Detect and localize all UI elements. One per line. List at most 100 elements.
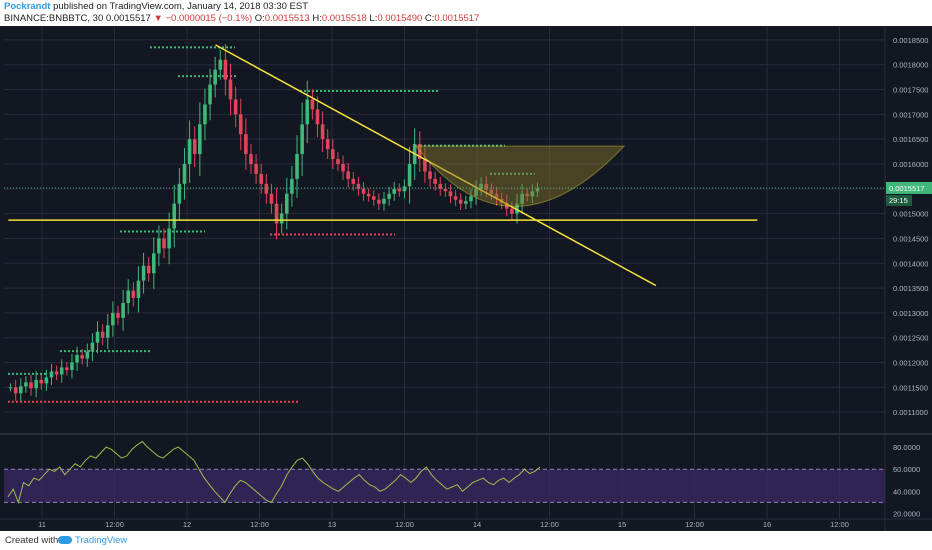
candle-body xyxy=(331,149,335,160)
candle-body xyxy=(116,312,120,318)
candle-body xyxy=(65,367,69,370)
price-tick-label: 0.0011000 xyxy=(893,408,928,417)
candle-body xyxy=(233,99,238,115)
candle-body xyxy=(13,387,18,394)
candle-body xyxy=(223,59,228,80)
price-tick-label: 0.0017500 xyxy=(893,86,928,95)
candle-body xyxy=(90,342,95,352)
candle-body xyxy=(402,186,407,192)
high-value: 0.0015518 xyxy=(321,13,367,24)
candle-body xyxy=(192,139,197,155)
candle-body xyxy=(187,139,192,164)
candle-body xyxy=(397,188,402,192)
footer: Created with TradingView xyxy=(0,531,932,550)
rsi-tick-label: 80.0000 xyxy=(893,443,920,452)
candle-body xyxy=(387,193,391,199)
price-tick-label: 0.0015000 xyxy=(893,210,928,219)
candle-body xyxy=(213,69,217,85)
countdown-box xyxy=(886,194,912,206)
candle-body xyxy=(218,59,223,70)
open-value: 0.0015513 xyxy=(264,13,310,24)
author-name[interactable]: Pockrandt xyxy=(4,1,51,12)
chart-canvas[interactable]: 0.0018500 0.0018000 0.0017500 0.0017000 0.00… xyxy=(0,26,932,531)
candle-body xyxy=(479,183,483,189)
candle-body xyxy=(18,386,23,394)
candle-body xyxy=(300,124,304,155)
rsi-band-fill xyxy=(4,469,885,503)
candle-body xyxy=(121,302,125,318)
candle-body xyxy=(24,382,28,387)
candle-body xyxy=(151,253,156,274)
ohlc-line: BINANCE:BNBBTC, 30 0.0015517 ▼ −0.000001… xyxy=(4,13,479,24)
publish-info: published on TradingView.com, January 14… xyxy=(53,1,309,12)
candle-body xyxy=(29,382,33,389)
candle-body xyxy=(136,280,141,298)
price-tick-label: 0.0013000 xyxy=(893,309,928,318)
candle-body xyxy=(448,191,453,197)
price-tick-label: 0.0011500 xyxy=(893,383,928,392)
candle-body xyxy=(111,312,115,326)
cup-pattern xyxy=(414,145,626,207)
price-tag-box xyxy=(886,181,932,194)
open-label: O: xyxy=(254,13,265,24)
candle-body xyxy=(44,377,49,384)
price-tick-label: 0.0017000 xyxy=(893,110,928,119)
candle-body xyxy=(208,84,212,105)
candle-body xyxy=(49,371,54,378)
candle-body xyxy=(325,139,330,150)
rsi-path xyxy=(7,440,541,505)
time-axis[interactable]: 11 12:00 12 12:00 13 12:00 14 12:00 15 12:00 16 12:… xyxy=(38,520,849,529)
candle-body xyxy=(8,387,13,389)
time-tick-label: 14 xyxy=(473,520,481,529)
rsi-band xyxy=(4,468,885,503)
candle-body xyxy=(157,238,161,254)
candle-body xyxy=(59,367,64,375)
price-tick-label: 0.0012500 xyxy=(893,334,928,343)
candle-body xyxy=(131,290,136,298)
tradingview-text: TradingView xyxy=(75,535,128,546)
time-tick-label: 12:00 xyxy=(540,520,559,529)
price-tick-label: 0.0012000 xyxy=(893,359,928,368)
candle-body xyxy=(167,228,171,249)
candle-body xyxy=(295,154,299,179)
candle-body xyxy=(458,199,463,204)
price-tick-label: 0.0018500 xyxy=(893,36,928,45)
candle-body xyxy=(172,203,177,229)
drawings xyxy=(4,44,885,287)
candle-body xyxy=(346,171,350,179)
candle-body xyxy=(80,355,84,359)
candle-body xyxy=(310,99,315,110)
price-tick-label: 0.0016000 xyxy=(893,160,928,169)
candle-body xyxy=(198,124,202,155)
price-tag-label: 0.0015517 xyxy=(889,184,924,193)
created-with-label: Created with xyxy=(5,535,59,546)
time-tick-label: 16 xyxy=(763,520,771,529)
time-tick-label: 15 xyxy=(618,520,626,529)
time-tick-label: 12:00 xyxy=(250,520,269,529)
candle-body xyxy=(284,193,289,214)
candle-body xyxy=(70,362,74,370)
rsi-tick-label: 60.0000 xyxy=(893,465,920,474)
candle-body xyxy=(177,183,182,204)
chart-header: Pockrandt published on TradingView.com, … xyxy=(0,0,932,26)
candle-body xyxy=(417,144,422,160)
candle-body xyxy=(510,208,514,214)
candle-body xyxy=(315,109,320,125)
candle-body xyxy=(453,196,458,200)
candle-body xyxy=(249,154,253,164)
candle-body xyxy=(238,114,243,135)
price-axis[interactable]: 0.0018500 0.0018000 0.0017500 0.0017000 0.00… xyxy=(886,36,932,417)
candle-body xyxy=(274,203,279,224)
candle-body xyxy=(515,203,519,214)
candle-body xyxy=(336,159,340,164)
candle-body xyxy=(305,99,310,125)
low-value: 0.0015490 xyxy=(377,13,423,24)
candle-body xyxy=(407,164,412,187)
candle-body xyxy=(141,265,146,281)
time-tick-label: 12:00 xyxy=(685,520,704,529)
publish-line: Pockrandt published on TradingView.com, … xyxy=(4,1,308,12)
candle-body xyxy=(95,331,100,343)
candle-body xyxy=(254,164,258,174)
tradingview-brand[interactable]: TradingView xyxy=(58,535,127,546)
price-tick-label: 0.0018000 xyxy=(893,61,928,70)
